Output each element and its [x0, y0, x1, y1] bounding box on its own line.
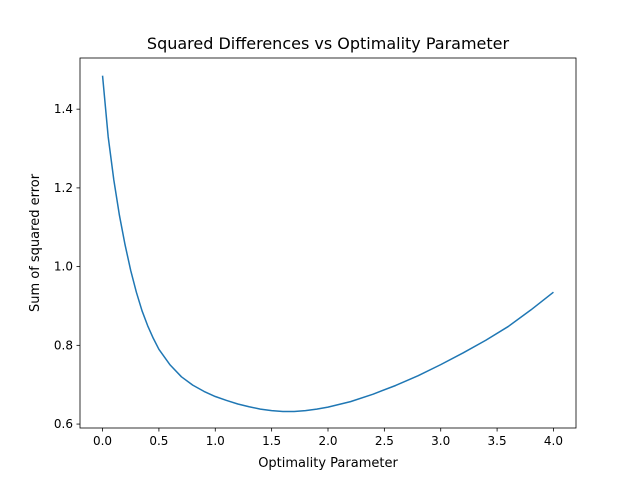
series-line-0 — [101, 75, 554, 413]
plot-area: 0.0 0.5 1.0 1.5 2.0 2.5 3.0 3.5 4.0 0.6 0.8 1.0 1.2 1… — [54, 57, 577, 448]
y-tick-label: 0.8 — [54, 338, 73, 352]
x-tick-label: 3.0 — [431, 434, 450, 448]
x-tick-label: 0.5 — [149, 434, 168, 448]
y-tick-label: 0.6 — [54, 417, 73, 431]
x-tick-label: 3.5 — [488, 434, 507, 448]
y-tick-label: 1.2 — [54, 181, 73, 195]
chart-title: Squared Differences vs Optimality Parame… — [147, 34, 510, 53]
y-axis-label: Sum of squared error — [28, 173, 43, 312]
x-tick-label: 1.5 — [262, 434, 281, 448]
y-tick-label: 1.4 — [54, 102, 73, 116]
x-tick-label: 4.0 — [544, 434, 563, 448]
y-tick-label: 1.0 — [54, 260, 73, 274]
x-tick-label: 0.0 — [93, 434, 112, 448]
x-tick-label: 2.5 — [375, 434, 394, 448]
x-tick-label: 1.0 — [206, 434, 225, 448]
x-tick-label: 2.0 — [318, 434, 337, 448]
x-axis-label: Optimality Parameter — [258, 456, 398, 471]
